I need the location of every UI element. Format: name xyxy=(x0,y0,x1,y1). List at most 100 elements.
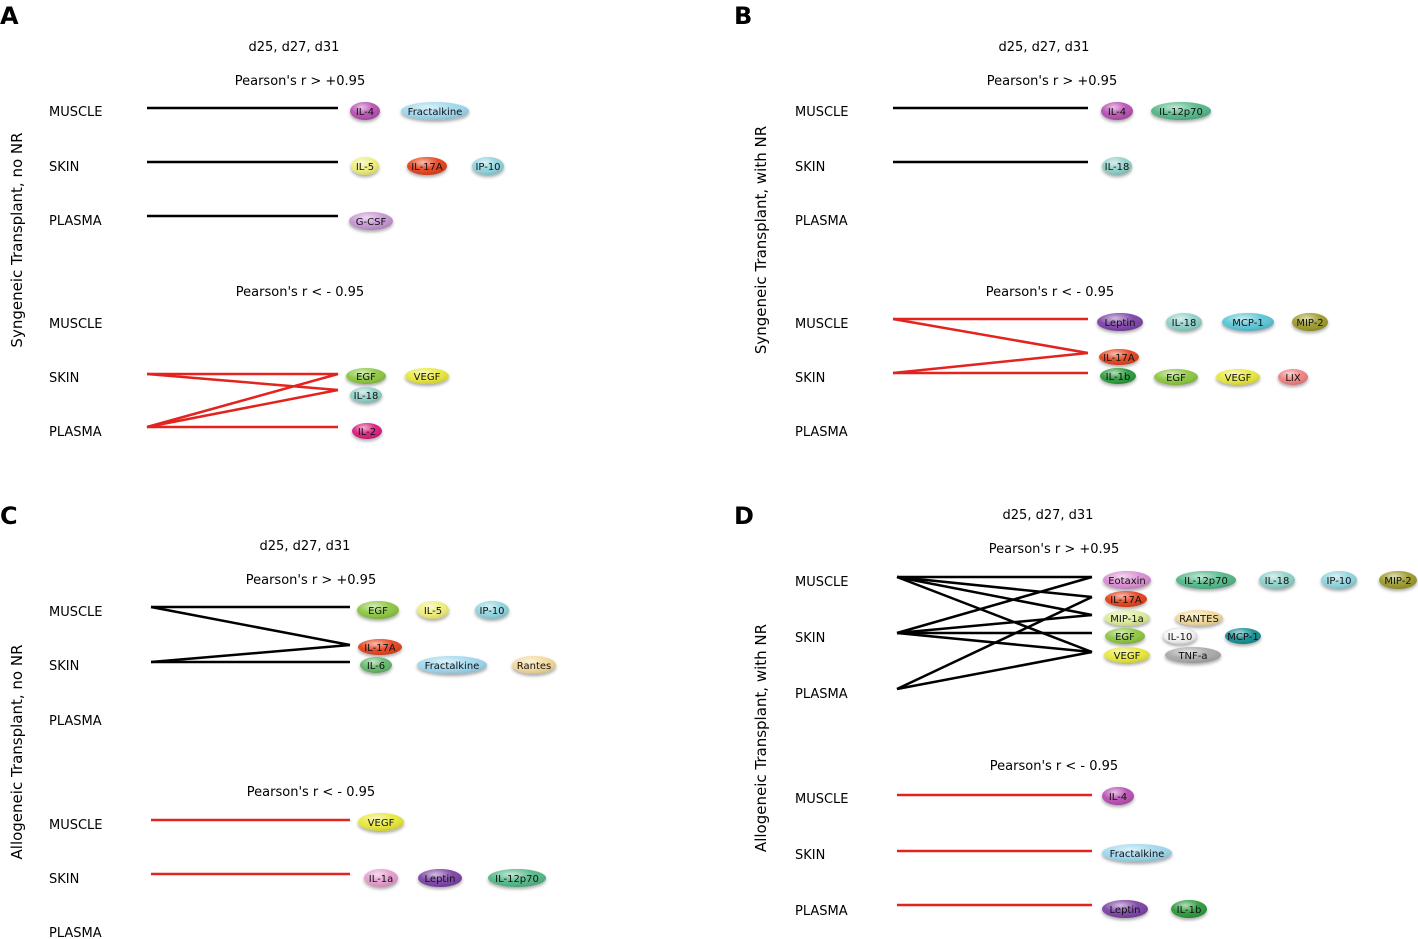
cytokine-node: IL-1a xyxy=(364,869,398,887)
svg-text:MIP-2: MIP-2 xyxy=(1296,318,1323,329)
svg-text:IL-6: IL-6 xyxy=(367,661,385,672)
cytokine-node: IL-10 xyxy=(1162,627,1198,645)
cytokine-node: VEGF xyxy=(358,813,404,831)
cytokine-node: IL-12p70 xyxy=(488,869,546,887)
correlation-line xyxy=(896,595,1093,691)
panel-letter: B xyxy=(734,2,752,30)
cytokine-node: Leptin xyxy=(1097,313,1143,331)
row-label-plasma: PLASMA xyxy=(49,714,102,729)
row-label-skin: SKIN xyxy=(49,872,79,887)
positive-correlation-header: Pearson's r > +0.95 xyxy=(235,74,365,89)
svg-text:LIX: LIX xyxy=(1285,373,1301,384)
cytokine-node: MCP-1 xyxy=(1225,628,1261,644)
cytokine-node: MIP-2 xyxy=(1379,571,1417,589)
cytokine-node: IL-18 xyxy=(1102,157,1132,175)
days-header: d25, d27, d31 xyxy=(249,40,340,55)
cytokine-node: IL-12p70 xyxy=(1176,571,1236,589)
cytokine-node: IL-5 xyxy=(351,157,379,175)
correlation-line xyxy=(146,388,339,429)
cytokine-node: Leptin xyxy=(1102,900,1148,918)
svg-text:EGF: EGF xyxy=(356,372,376,383)
svg-text:Leptin: Leptin xyxy=(425,874,456,885)
cytokine-node: IP-10 xyxy=(1321,571,1357,589)
cytokine-node: EGF xyxy=(1154,369,1198,385)
cytokine-node: Fractalkine xyxy=(417,656,487,674)
cytokine-node: IL-5 xyxy=(417,601,449,619)
panel-letter: A xyxy=(0,2,19,30)
cytokine-node: IL-6 xyxy=(360,657,392,673)
row-label-skin: SKIN xyxy=(795,160,825,175)
svg-text:IL-10: IL-10 xyxy=(1168,632,1193,643)
cytokine-node: IL-18 xyxy=(1166,313,1202,331)
row-label-muscle: MUSCLE xyxy=(795,792,849,807)
svg-text:Leptin: Leptin xyxy=(1110,905,1141,916)
cytokine-node: IP-10 xyxy=(475,601,509,619)
svg-text:IL-1b: IL-1b xyxy=(1177,905,1202,916)
panel-title: Allogeneic Transplant, no NR xyxy=(8,645,26,860)
row-label-skin: SKIN xyxy=(49,371,79,386)
cytokine-node: IL-1b xyxy=(1100,368,1136,384)
correlation-network xyxy=(896,575,1093,691)
svg-text:MIP-1a: MIP-1a xyxy=(1110,614,1144,625)
svg-text:IP-10: IP-10 xyxy=(1326,576,1351,587)
svg-text:EGF: EGF xyxy=(1115,632,1135,643)
correlation-line xyxy=(896,575,1093,635)
panel-c: C Allogeneic Transplant, no NR d25, d27,… xyxy=(0,502,556,939)
correlation-line xyxy=(896,575,1093,599)
cytokine-node: Rantes xyxy=(512,656,556,674)
svg-text:IL-12p70: IL-12p70 xyxy=(495,874,539,885)
svg-text:IL-18: IL-18 xyxy=(1105,162,1130,173)
days-header: d25, d27, d31 xyxy=(260,539,351,554)
svg-text:VEGF: VEGF xyxy=(1225,373,1252,384)
row-label-skin: SKIN xyxy=(49,160,79,175)
panel-a: A Syngeneic Transplant, no NR d25, d27, … xyxy=(0,2,504,440)
cytokine-node: IL-12p70 xyxy=(1151,102,1211,120)
svg-text:IP-10: IP-10 xyxy=(475,162,500,173)
svg-text:VEGF: VEGF xyxy=(368,818,395,829)
svg-text:IP-10: IP-10 xyxy=(479,606,504,617)
svg-text:EGF: EGF xyxy=(368,606,388,617)
cytokine-node: IL-17A xyxy=(407,157,447,175)
svg-text:VEGF: VEGF xyxy=(414,372,441,383)
panel-letter: C xyxy=(0,502,18,530)
svg-text:IL-4: IL-4 xyxy=(1109,792,1127,803)
cytokine-node: VEGF xyxy=(1216,369,1260,385)
svg-text:IL-4: IL-4 xyxy=(356,107,374,118)
panel-d: D Allogeneic Transplant, with NR d25, d2… xyxy=(734,502,1417,919)
svg-text:VEGF: VEGF xyxy=(1114,651,1141,662)
row-label-plasma: PLASMA xyxy=(49,926,102,939)
svg-text:IL-1a: IL-1a xyxy=(369,874,393,885)
svg-text:IL-1b: IL-1b xyxy=(1106,372,1131,383)
cytokine-node: Fractalkine xyxy=(1102,844,1172,862)
svg-text:Fractalkine: Fractalkine xyxy=(1110,849,1165,860)
negative-correlation-header: Pearson's r < - 0.95 xyxy=(236,285,364,300)
cytokine-node: TNF-a xyxy=(1165,647,1221,663)
cytokine-node: LIX xyxy=(1278,369,1308,385)
svg-text:IL-17A: IL-17A xyxy=(1103,353,1135,364)
cytokine-node: VEGF xyxy=(1104,647,1150,663)
svg-text:TNF-a: TNF-a xyxy=(1177,651,1207,662)
svg-text:MCP-1: MCP-1 xyxy=(1232,318,1263,329)
row-label-skin: SKIN xyxy=(49,659,79,674)
svg-text:IL-17A: IL-17A xyxy=(411,162,443,173)
cytokine-node: Leptin xyxy=(418,869,462,887)
row-label-muscle: MUSCLE xyxy=(795,105,849,120)
row-label-plasma: PLASMA xyxy=(795,904,848,919)
row-label-skin: SKIN xyxy=(795,371,825,386)
correlation-line xyxy=(896,613,1093,635)
svg-text:IL-18: IL-18 xyxy=(1172,318,1197,329)
cytokine-node: IL-18 xyxy=(1259,571,1295,589)
svg-text:G-CSF: G-CSF xyxy=(356,217,387,228)
correlation-line xyxy=(150,605,351,647)
correlation-line xyxy=(146,372,339,392)
cytokine-node: MIP-1a xyxy=(1104,610,1150,626)
cytokine-node: G-CSF xyxy=(349,212,393,230)
svg-text:IL-12p70: IL-12p70 xyxy=(1184,576,1228,587)
cytokine-node: IL-4 xyxy=(1101,102,1133,120)
correlation-line xyxy=(892,351,1089,375)
svg-text:RANTES: RANTES xyxy=(1179,614,1219,625)
panel-b: B Syngeneic Transplant, with NR d25, d27… xyxy=(734,2,1328,440)
cytokine-node: MIP-2 xyxy=(1292,313,1328,331)
cytokine-node: EGF xyxy=(1105,628,1145,644)
